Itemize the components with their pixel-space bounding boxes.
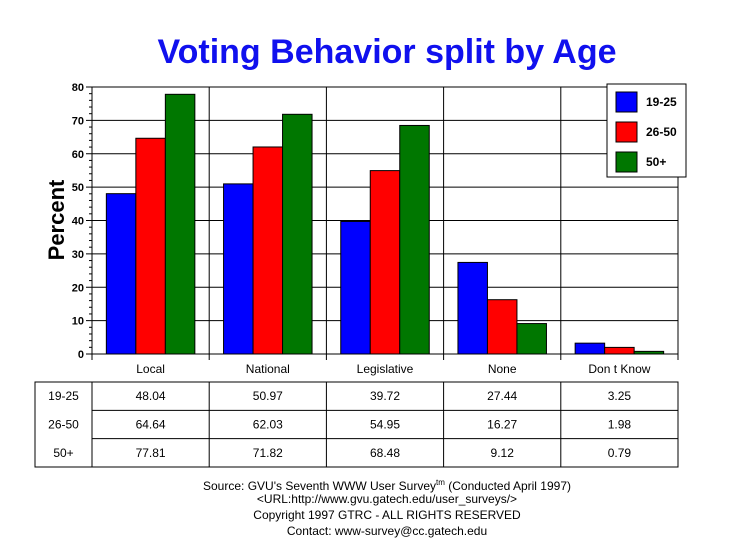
table-border (34, 381, 679, 468)
table-cell: 64.64 (136, 418, 166, 432)
table-cell: 1.98 (608, 418, 632, 432)
y-tick-label: 30 (72, 249, 84, 261)
y-tick-label: 10 (72, 316, 84, 328)
bar-50+-local (164, 93, 196, 355)
table-cell: 9.12 (491, 446, 515, 460)
footer-source-suffix: (Conducted April 1997) (445, 479, 571, 493)
y-axis-label: Percent (44, 179, 69, 260)
bar-50+-none (516, 323, 547, 355)
legend-swatch (615, 151, 638, 173)
table-cell: 77.81 (136, 446, 166, 460)
category-label: National (246, 362, 290, 376)
category-label: None (488, 362, 517, 376)
legend-label: 19-25 (646, 95, 677, 109)
table-cell: 50.97 (253, 389, 283, 403)
table-cell: 16.27 (487, 418, 517, 432)
y-tick-label: 60 (72, 149, 84, 161)
table-cell: 0.79 (608, 446, 632, 460)
axes (86, 86, 678, 360)
legend-label: 26-50 (646, 125, 677, 139)
footer: Source: GVU's Seventh WWW User Surveytm … (203, 478, 571, 538)
bar-26-50-none (486, 299, 518, 355)
table-row-label: 19-25 (48, 389, 79, 403)
footer-contact: Contact: www-survey@cc.gatech.edu (287, 524, 487, 538)
bar-19-25-none (457, 261, 488, 355)
y-tick-labels: 0 10 20 30 40 50 60 70 80 (72, 82, 84, 361)
bar-26-50-legislative (369, 170, 401, 355)
y-tick-label: 40 (72, 216, 84, 228)
footer-copyright: Copyright 1997 GTRC - ALL RIGHTS RESERVE… (253, 508, 521, 522)
category-label: Legislative (357, 362, 414, 376)
table-cell: 3.25 (608, 389, 632, 403)
bar-26-50-don-t-know (604, 346, 635, 355)
legend-label: 50+ (646, 155, 666, 169)
table-row-label: 26-50 (48, 418, 79, 432)
footer-source-prefix: Source: GVU's Seventh WWW User Survey (203, 479, 436, 493)
table-cell: 27.44 (487, 389, 517, 403)
footer-url: <URL:http://www.gvu.gatech.edu/user_surv… (257, 492, 517, 506)
bar-19-25-legislative (340, 220, 371, 355)
chart-title: Voting Behavior split by Age (157, 33, 616, 71)
table-cell: 62.03 (253, 418, 283, 432)
legend-swatch (615, 91, 638, 113)
table-row-label: 50+ (53, 446, 73, 460)
bars (105, 93, 665, 355)
y-tick-label: 20 (72, 282, 84, 294)
category-label: Local (136, 362, 165, 376)
y-tick-label: 50 (72, 182, 84, 194)
category-label: Don t Know (588, 362, 650, 376)
bar-26-50-local (135, 137, 166, 355)
bar-26-50-national (252, 146, 284, 355)
legend-swatch (615, 121, 638, 143)
footer-source-tm: tm (436, 478, 445, 487)
data-table: 19-25 48.04 50.97 39.72 27.44 3.25 26-50 64.64 6… (34, 381, 679, 468)
y-tick-label: 70 (72, 115, 84, 127)
y-tick-label: 80 (72, 82, 84, 94)
table-cell: 48.04 (136, 389, 166, 403)
footer-source: Source: GVU's Seventh WWW User Surveytm … (203, 478, 571, 493)
table-cell: 39.72 (370, 389, 400, 403)
table-cell: 54.95 (370, 418, 400, 432)
table-cell: 71.82 (253, 446, 283, 460)
bar-50+-legislative (399, 124, 430, 355)
bar-19-25-local (105, 193, 137, 355)
table-cell: 68.48 (370, 446, 400, 460)
legend: 19-25 26-50 50+ (606, 83, 687, 178)
y-tick-label: 0 (78, 349, 84, 361)
category-labels: Local National Legislative None Don t Know (136, 362, 650, 376)
bar-19-25-national (223, 183, 254, 355)
bar-19-25-don-t-know (574, 342, 606, 355)
bar-50+-national (282, 113, 313, 355)
